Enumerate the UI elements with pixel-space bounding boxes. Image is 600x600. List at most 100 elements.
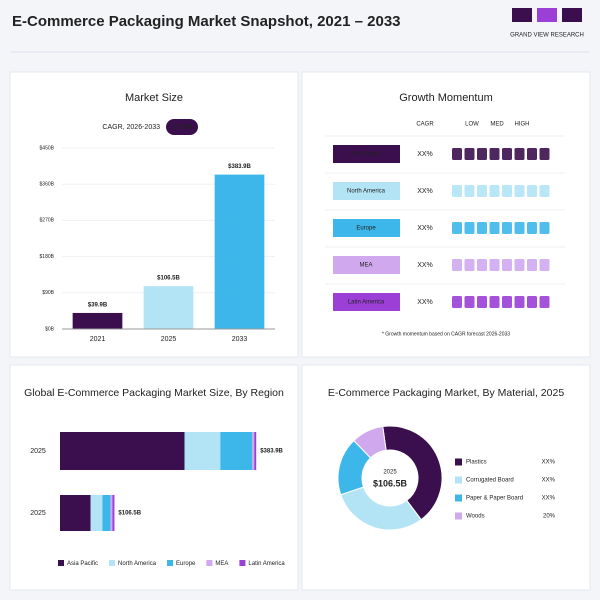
row-value: XX% [417,225,433,232]
momentum-cell [464,222,475,234]
donut-slice [340,486,422,531]
y-tick-label: $90B [42,290,54,296]
row-value: XX% [417,188,433,195]
chart-title: E-Commerce Packaging Market, By Material… [328,387,565,399]
bar-segment [110,495,113,531]
legend-swatch [109,560,116,566]
legend-value: XX% [542,478,556,484]
legend-value: XX% [542,460,556,466]
page-title: E-Commerce Packaging Market Snapshot, 20… [12,13,401,30]
donut-slice [353,425,387,459]
annotation-pill [166,119,198,135]
legend-label: Paper & Paper Board [466,496,523,502]
momentum-cell [464,148,475,160]
legend-swatch [206,560,213,566]
momentum-cell [539,185,550,197]
momentum-cell [452,259,462,271]
y-tick-label: 2025 [30,510,46,517]
bar [72,312,123,329]
momentum-cell [502,222,512,234]
panel [301,71,591,358]
momentum-cell [464,185,475,197]
momentum-cell [502,148,512,160]
momentum-cell [527,148,537,160]
momentum-cell [477,259,487,271]
x-tick-label: 2025 [161,336,177,343]
row-label-box [333,182,400,200]
legend-value: XX% [542,496,556,502]
momentum-cell [527,185,537,197]
legend-swatch [167,560,174,566]
logo: GRAND VIEW RESEARCH [510,8,584,39]
momentum-cell [464,259,475,271]
center-value: $106.5B [373,478,408,488]
momentum-cell [477,222,487,234]
value-label: $106.5B [157,276,180,282]
row-label-box [333,293,400,311]
momentum-cell [514,296,525,308]
logo-text: GRAND VIEW RESEARCH [510,33,584,39]
legend-label: Asia Pacific [67,561,98,567]
y-tick-label: $450B [40,145,55,151]
bar-segment [254,432,257,470]
bar-segment [220,432,253,470]
x-tick-label: 2021 [90,336,106,343]
row-label: Asia Pacific [350,152,381,158]
row-label: MEA [359,263,372,269]
bar-segment [90,495,103,531]
total-label: $383.9B [260,449,283,455]
momentum-cell [477,185,487,197]
center-label: 2025 [383,470,397,476]
value-label: $39.9B [88,303,108,309]
panel [9,364,299,591]
momentum-cell [464,296,475,308]
y-tick-label: 2025 [30,448,46,455]
momentum-cell [539,259,550,271]
y-tick-label: $180B [40,254,55,260]
momentum-cell [452,296,462,308]
bar [143,286,194,329]
row-value: XX% [417,299,433,306]
legend-label: North America [118,561,157,567]
momentum-cell [514,222,525,234]
momentum-cell [489,185,500,197]
momentum-cell [527,259,537,271]
momentum-cell [514,259,525,271]
column-header: MED [490,122,504,128]
momentum-cell [489,296,500,308]
momentum-cell [452,185,462,197]
momentum-cell [489,222,500,234]
y-tick-label: $270B [40,218,55,224]
momentum-cell [477,296,487,308]
chart-title: Growth Momentum [399,92,493,104]
momentum-cell [452,148,462,160]
momentum-cell [539,222,550,234]
annotation: CAGR, 2026-2033 [102,124,160,131]
bar-segment [102,495,111,531]
column-header: CAGR [416,122,434,128]
bar-segment [60,432,185,470]
momentum-cell [502,185,512,197]
legend-swatch [455,494,462,502]
momentum-cell [539,148,550,160]
legend-label: MEA [215,561,228,567]
bar [214,174,265,329]
legend-label: Plastics [466,460,487,466]
chart-title: Market Size [125,92,183,104]
row-value: XX% [417,262,433,269]
chart-title: Global E-Commerce Packaging Market Size,… [24,387,284,399]
total-label: $106.5B [118,511,141,517]
momentum-cell [452,222,462,234]
bar-segment [252,432,255,470]
annotation-value: 17.9% [172,124,193,131]
row-label: Latin America [348,300,385,306]
y-tick-label: $0B [45,326,55,332]
legend-label: Europe [176,561,196,567]
column-header: LOW [465,122,479,128]
legend-swatch [58,560,64,566]
legend-swatch [455,458,462,466]
legend-swatch [239,560,246,566]
x-tick-label: 2033 [232,336,248,343]
row-label-box [333,145,400,163]
row-value: XX% [417,151,433,158]
